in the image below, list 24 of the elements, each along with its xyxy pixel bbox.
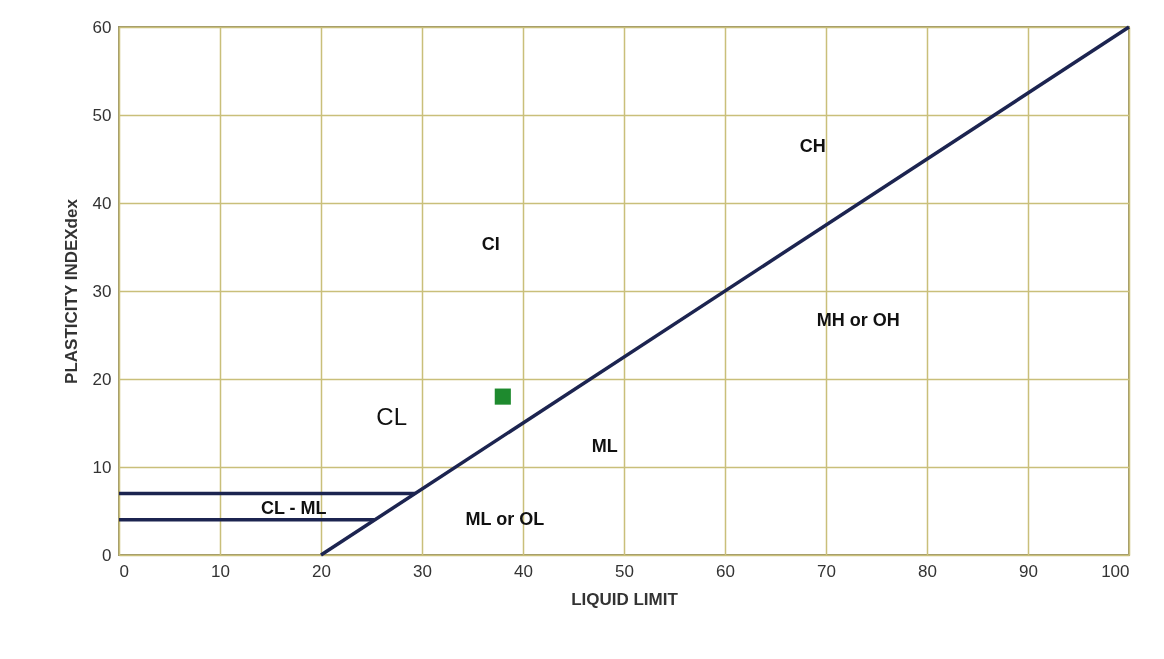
x-tick-label: 50 xyxy=(615,561,634,581)
x-tick-label: 60 xyxy=(716,561,735,581)
annotation: CH xyxy=(799,136,826,157)
y-tick-label: 20 xyxy=(92,369,112,389)
x-tick-label: 30 xyxy=(413,561,432,581)
annotation: CI xyxy=(481,234,500,255)
x-tick-label: 100 xyxy=(1101,561,1130,581)
y-tick-label: 0 xyxy=(102,545,112,565)
x-tick-label: 40 xyxy=(514,561,533,581)
x-tick-label: 90 xyxy=(1019,561,1038,581)
y-tick-label: 50 xyxy=(92,105,112,125)
x-tick-label: 80 xyxy=(918,561,937,581)
annotation: CL xyxy=(376,402,408,430)
y-tick-label: 60 xyxy=(92,17,112,37)
y-tick-label: 40 xyxy=(92,193,112,213)
x-tick-label: 10 xyxy=(211,561,230,581)
y-axis-title: PLASTICITY INDEXdex xyxy=(61,198,81,384)
y-tick-label: 30 xyxy=(92,281,112,301)
x-tick-label: 20 xyxy=(312,561,331,581)
x-tick-label: 0 xyxy=(119,561,129,581)
y-tick-label: 10 xyxy=(92,457,112,477)
x-axis-title: LIQUID LIMIT xyxy=(571,589,679,609)
annotation: ML xyxy=(591,435,618,456)
x-tick-label: 70 xyxy=(817,561,836,581)
